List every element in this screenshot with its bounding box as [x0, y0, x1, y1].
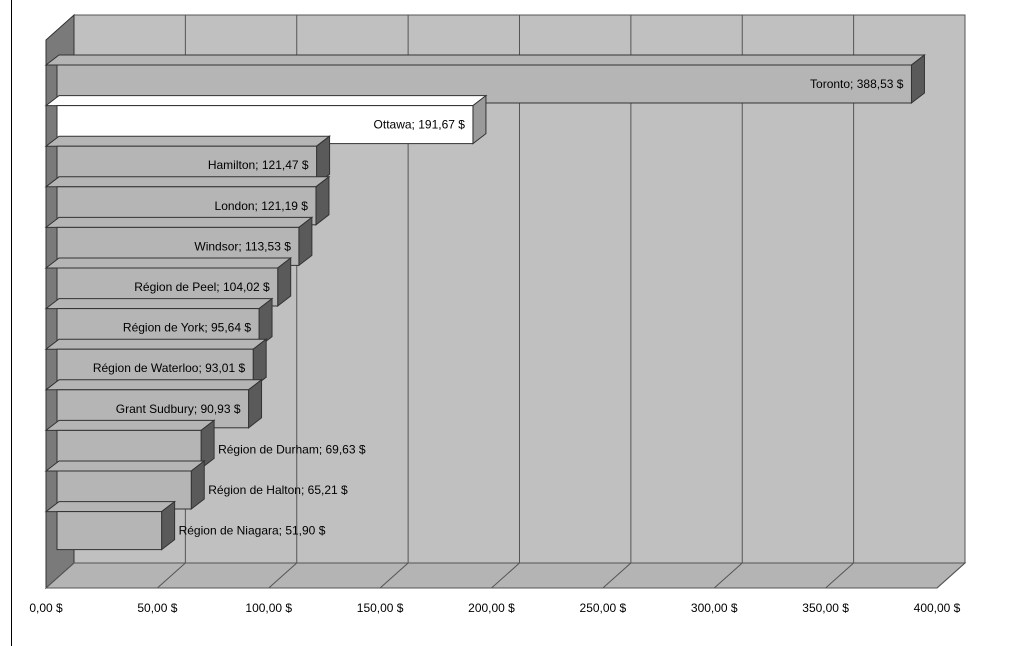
left-border-line: [11, 0, 12, 646]
bar-toronto-top: [44, 54, 926, 66]
data-label-region-de-durham: Région de Durham; 69,63 $: [218, 442, 366, 456]
data-label-region-de-niagara: Région de Niagara; 51,90 $: [179, 524, 326, 538]
bar-region-de-niagara: [56, 511, 163, 551]
floor-gridline: [713, 562, 743, 589]
floor-gridline: [491, 562, 520, 589]
bar-grant-sudbury-top: [44, 379, 264, 391]
floor-gridline: [936, 562, 966, 589]
data-label-grant-sudbury: Grant Sudbury; 90,93 $: [116, 402, 241, 416]
floor-gridline: [45, 562, 75, 589]
bar-region-de-waterloo-top: [44, 338, 268, 350]
chart-bars: [44, 53, 926, 551]
x-tick-label: 350,00 $: [802, 601, 849, 615]
bar-region-de-york-top: [44, 298, 274, 310]
data-label-region-de-peel: Région de Peel; 104,02 $: [134, 280, 270, 294]
bar-hamilton-top: [44, 135, 332, 147]
x-tick-label: 100,00 $: [245, 601, 292, 615]
bar-london-top: [44, 176, 331, 188]
x-tick-label: 400,00 $: [914, 601, 961, 615]
data-label-toronto: Toronto; 388,53 $: [810, 77, 904, 91]
x-tick-label: 50,00 $: [137, 601, 177, 615]
floor-gridline: [268, 562, 298, 589]
x-tick-label: 250,00 $: [580, 601, 627, 615]
floor-gridline: [157, 562, 186, 589]
data-label-region-de-waterloo: Région de Waterloo; 93,01 $: [93, 361, 246, 375]
data-label-london: London; 121,19 $: [215, 199, 309, 213]
floor-gridline: [825, 562, 854, 589]
bar-region-de-peel-top: [44, 257, 293, 269]
data-label-ottawa: Ottawa; 191,67 $: [374, 118, 466, 132]
bar-region-de-durham-top: [44, 419, 216, 431]
floor-gridline: [379, 562, 409, 589]
bar-region-de-halton-top: [44, 460, 206, 472]
bar-region-de-niagara-top: [44, 501, 177, 513]
floor-gridline: [602, 562, 632, 589]
x-tick-label: 300,00 $: [691, 601, 738, 615]
data-label-region-de-york: Région de York; 95,64 $: [123, 321, 251, 335]
x-tick-label: 150,00 $: [357, 601, 404, 615]
data-label-hamilton: Hamilton; 121,47 $: [208, 158, 309, 172]
bar-windsor-top: [44, 216, 314, 228]
x-tick-label: 200,00 $: [468, 601, 515, 615]
data-label-region-de-halton: Région de Halton; 65,21 $: [208, 483, 348, 497]
bar-ottawa-top: [44, 95, 488, 107]
chart-data-labels: Toronto; 388,53 $ Ottawa; 191,67 $ Hamilto…: [93, 77, 904, 538]
x-tick-label: 0,00 $: [29, 601, 63, 615]
data-label-windsor: Windsor; 113,53 $: [194, 239, 291, 253]
x-axis-tick-labels: 0,00 $ 50,00 $ 100,00 $ 150,00 $ 200,00 $ 250…: [29, 601, 960, 615]
